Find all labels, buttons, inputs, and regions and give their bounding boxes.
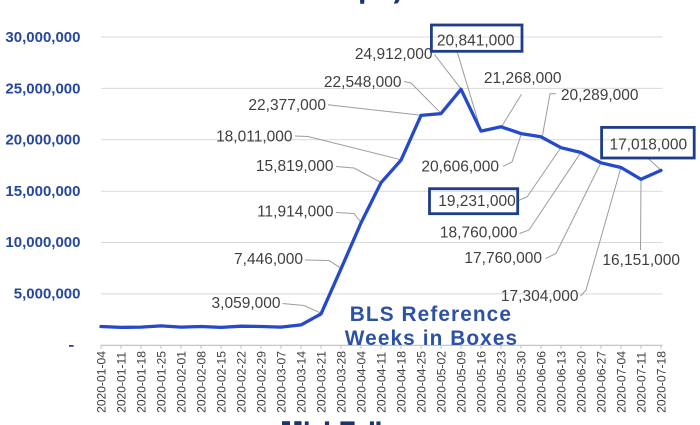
- svg-text:2020-05-30: 2020-05-30: [514, 351, 528, 413]
- svg-text:2020-01-04: 2020-01-04: [94, 351, 108, 413]
- svg-text:2020-03-21: 2020-03-21: [314, 351, 328, 413]
- svg-text:17,018,000: 17,018,000: [610, 136, 688, 153]
- svg-text:2020-01-25: 2020-01-25: [154, 351, 168, 413]
- svg-text:2020-02-22: 2020-02-22: [234, 351, 248, 413]
- svg-text:2020-07-18: 2020-07-18: [654, 351, 668, 413]
- svg-text:5,000,000: 5,000,000: [14, 285, 81, 302]
- svg-text:2020-05-02: 2020-05-02: [434, 351, 448, 413]
- svg-text:2020-05-23: 2020-05-23: [494, 351, 508, 413]
- svg-text:2020-06-20: 2020-06-20: [574, 351, 588, 413]
- svg-text:2020-01-18: 2020-01-18: [134, 351, 148, 413]
- svg-text:30,000,000: 30,000,000: [5, 29, 80, 46]
- svg-text:2020-04-04: 2020-04-04: [354, 351, 368, 413]
- svg-text:10,000,000: 10,000,000: [5, 234, 80, 251]
- svg-text:Weeks in Boxes: Weeks in Boxes: [345, 327, 518, 350]
- svg-text:2020-01-11: 2020-01-11: [114, 352, 128, 413]
- svg-text:7,446,000: 7,446,000: [234, 251, 303, 268]
- svg-text:2020-07-11: 2020-07-11: [634, 352, 648, 413]
- svg-text:2020-06-27: 2020-06-27: [594, 351, 608, 413]
- svg-text:15,000,000: 15,000,000: [5, 183, 80, 200]
- svg-text:20,289,000: 20,289,000: [561, 87, 639, 104]
- svg-text:2020-03-28: 2020-03-28: [334, 351, 348, 413]
- svg-text:17,760,000: 17,760,000: [464, 250, 542, 267]
- svg-text:18,011,000: 18,011,000: [216, 128, 293, 145]
- svg-text:2020-02-08: 2020-02-08: [194, 351, 208, 413]
- svg-text:2020-03-07: 2020-03-07: [274, 351, 288, 413]
- svg-text:20,606,000: 20,606,000: [421, 159, 499, 176]
- svg-text:2020-02-29: 2020-02-29: [254, 351, 268, 413]
- svg-text:2020-04-11: 2020-04-11: [374, 352, 388, 413]
- svg-text:BLS Reference: BLS Reference: [350, 303, 512, 326]
- svg-text:22,377,000: 22,377,000: [248, 97, 326, 114]
- svg-text:2020-05-09: 2020-05-09: [454, 351, 468, 413]
- svg-text:2020-02-15: 2020-02-15: [214, 351, 228, 413]
- svg-text:17,304,000: 17,304,000: [501, 288, 579, 305]
- svg-text:2020-04-18: 2020-04-18: [394, 351, 408, 413]
- svg-text:18,760,000: 18,760,000: [440, 225, 518, 242]
- svg-text:15,819,000: 15,819,000: [256, 158, 334, 175]
- svg-text:2020-06-13: 2020-06-13: [554, 351, 568, 413]
- svg-text:2020-02-01: 2020-02-01: [174, 351, 188, 413]
- svg-text:2020-06-06: 2020-06-06: [534, 351, 548, 413]
- svg-text:2020-04-25: 2020-04-25: [414, 351, 428, 413]
- svg-text:11,914,000: 11,914,000: [257, 203, 334, 220]
- svg-text:2020-03-14: 2020-03-14: [294, 351, 308, 413]
- svg-text:25,000,000: 25,000,000: [5, 81, 80, 98]
- svg-text:19,231,000: 19,231,000: [438, 193, 516, 210]
- svg-text:2020-07-04: 2020-07-04: [614, 351, 628, 413]
- svg-text:3,059,000: 3,059,000: [212, 295, 281, 312]
- svg-text:24,912,000: 24,912,000: [355, 46, 433, 63]
- svg-text:20,841,000: 20,841,000: [437, 32, 515, 49]
- svg-text:21,268,000: 21,268,000: [484, 70, 562, 87]
- svg-text:16,151,000: 16,151,000: [602, 252, 680, 269]
- svg-text:20,000,000: 20,000,000: [5, 132, 80, 149]
- svg-text:22,548,000: 22,548,000: [324, 74, 402, 91]
- svg-text:2020-05-16: 2020-05-16: [474, 351, 488, 413]
